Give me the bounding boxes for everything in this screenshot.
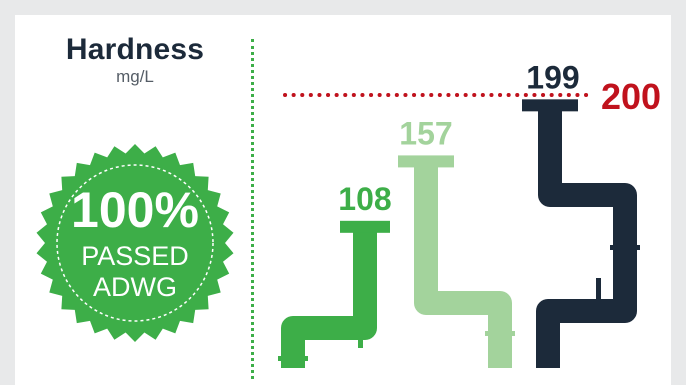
pipe-joint [278, 356, 308, 361]
badge-line2: ADWG [93, 272, 177, 302]
pipe-body-3 [536, 102, 637, 368]
seal-icon [36, 144, 234, 342]
badge-line1: PASSED [81, 241, 189, 271]
chart-unit: mg/L [116, 67, 154, 86]
badge-percent: 100% [71, 182, 199, 238]
pipe-joint [485, 331, 515, 336]
pipe-body-2 [414, 158, 512, 368]
pipe-joint [596, 278, 601, 308]
infographic-card: Hardness mg/L 100% PASSED ADWG 200 108 15… [15, 15, 671, 385]
dotted-divider [251, 39, 254, 379]
pipe-bar-1: 108 [278, 181, 392, 368]
passed-badge: 100% PASSED ADWG [36, 144, 234, 342]
chart-title: Hardness [65, 33, 205, 66]
value-label-1: 108 [338, 181, 391, 217]
pipe-joint [419, 278, 424, 308]
pipe-bar-3: 199 [522, 59, 640, 368]
value-label-3: 199 [526, 59, 579, 95]
pipe-cap-1 [340, 220, 390, 233]
threshold-label: 200 [601, 76, 661, 117]
pipe-body-1 [281, 223, 377, 368]
seal-dashed-ring [56, 164, 214, 322]
value-label-2: 157 [399, 115, 452, 151]
pipe-bar-2: 157 [398, 115, 515, 368]
pipe-cap-3 [522, 99, 578, 112]
seal-outline [36, 144, 234, 342]
pipe-joint [358, 318, 363, 348]
pipe-joint [610, 245, 640, 250]
pipe-cap-2 [398, 155, 454, 168]
